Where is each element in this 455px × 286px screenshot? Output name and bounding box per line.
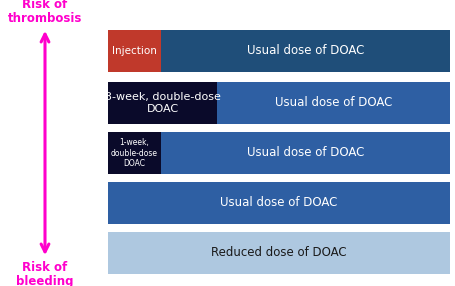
Bar xyxy=(217,82,449,124)
Text: Reduced dose of DOAC: Reduced dose of DOAC xyxy=(211,247,346,259)
Text: Usual dose of DOAC: Usual dose of DOAC xyxy=(274,96,392,110)
Text: Injection: Injection xyxy=(112,46,157,56)
Bar xyxy=(108,82,217,124)
Bar xyxy=(108,30,161,72)
Text: Risk of
bleeding: Risk of bleeding xyxy=(16,261,74,286)
Bar xyxy=(108,132,161,174)
Text: Usual dose of DOAC: Usual dose of DOAC xyxy=(220,196,337,210)
Text: 1-week,
double-dose
DOAC: 1-week, double-dose DOAC xyxy=(111,138,158,168)
Text: 3-week, double-dose
DOAC: 3-week, double-dose DOAC xyxy=(105,92,220,114)
Text: Risk of
thrombosis: Risk of thrombosis xyxy=(8,0,82,25)
Text: Usual dose of DOAC: Usual dose of DOAC xyxy=(246,146,364,160)
Bar xyxy=(161,30,449,72)
Bar xyxy=(161,132,449,174)
Bar xyxy=(108,232,449,274)
Bar xyxy=(108,182,449,224)
Text: Usual dose of DOAC: Usual dose of DOAC xyxy=(246,45,364,57)
